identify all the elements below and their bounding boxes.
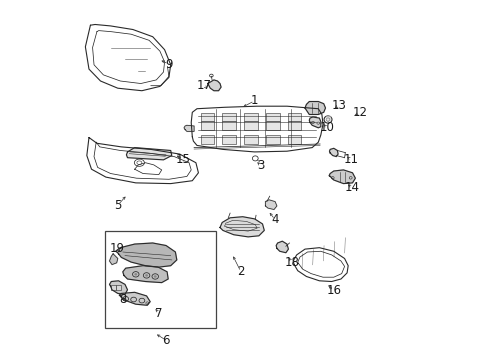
Bar bbox=[222, 121, 235, 130]
Text: 1: 1 bbox=[250, 94, 258, 107]
Polygon shape bbox=[328, 170, 355, 184]
Text: 16: 16 bbox=[325, 284, 341, 297]
Ellipse shape bbox=[153, 275, 156, 278]
Polygon shape bbox=[276, 241, 288, 253]
Text: 2: 2 bbox=[237, 265, 244, 278]
Text: 13: 13 bbox=[331, 99, 346, 112]
Text: 15: 15 bbox=[176, 153, 190, 166]
Bar bbox=[265, 113, 279, 121]
Text: 6: 6 bbox=[162, 334, 169, 347]
Polygon shape bbox=[115, 243, 177, 267]
Bar bbox=[265, 135, 279, 144]
Polygon shape bbox=[329, 148, 337, 157]
Bar bbox=[244, 135, 258, 144]
Text: 19: 19 bbox=[110, 242, 124, 255]
Polygon shape bbox=[207, 80, 221, 91]
Text: 7: 7 bbox=[155, 307, 162, 320]
Text: 17: 17 bbox=[196, 79, 211, 92]
Bar bbox=[222, 135, 235, 144]
Bar bbox=[244, 113, 258, 121]
Polygon shape bbox=[109, 254, 118, 265]
Bar bbox=[287, 135, 301, 144]
Polygon shape bbox=[122, 266, 168, 283]
Polygon shape bbox=[309, 117, 320, 128]
Text: 12: 12 bbox=[351, 106, 366, 119]
Text: 11: 11 bbox=[343, 153, 358, 166]
Bar bbox=[222, 113, 235, 121]
Bar bbox=[111, 285, 116, 290]
Bar bbox=[265, 121, 279, 130]
Text: 4: 4 bbox=[271, 213, 278, 226]
Bar bbox=[200, 121, 214, 130]
Text: 14: 14 bbox=[345, 181, 359, 194]
Bar bbox=[244, 121, 258, 130]
Bar bbox=[287, 113, 301, 121]
Text: 8: 8 bbox=[119, 293, 126, 306]
Polygon shape bbox=[305, 102, 325, 114]
Ellipse shape bbox=[145, 274, 148, 277]
Text: 9: 9 bbox=[165, 58, 172, 71]
Polygon shape bbox=[265, 200, 276, 210]
Bar bbox=[116, 285, 121, 290]
Text: 5: 5 bbox=[114, 199, 121, 212]
Polygon shape bbox=[126, 148, 171, 160]
Polygon shape bbox=[325, 116, 329, 120]
Polygon shape bbox=[109, 281, 127, 294]
Text: 18: 18 bbox=[284, 256, 299, 269]
Bar bbox=[104, 231, 215, 328]
Bar bbox=[287, 121, 301, 130]
Polygon shape bbox=[220, 217, 264, 237]
Bar bbox=[200, 135, 214, 144]
Text: 3: 3 bbox=[257, 159, 264, 172]
Polygon shape bbox=[119, 292, 150, 305]
Text: 10: 10 bbox=[319, 121, 334, 134]
Polygon shape bbox=[183, 125, 194, 131]
Bar bbox=[200, 113, 214, 121]
Ellipse shape bbox=[134, 273, 137, 276]
